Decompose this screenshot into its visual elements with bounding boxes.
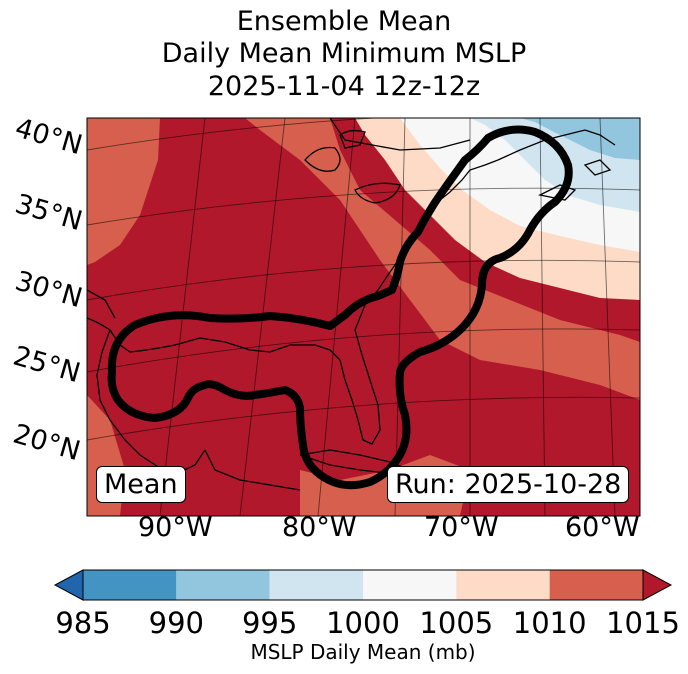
pressure-field-1010 (87, 118, 160, 265)
map-border (86, 117, 641, 517)
lon-label-70w: 70°W (424, 512, 499, 543)
colorbar-tick-label: 1015 (606, 606, 680, 640)
colorbar-tick-label: 995 (241, 606, 298, 640)
colorbar-tick-label: 1005 (419, 606, 494, 640)
colorbar-swatch (456, 570, 550, 600)
colorbar-tick-label: 1010 (512, 606, 587, 640)
colorbar-swatch (363, 570, 457, 600)
colorbar-frame (82, 569, 644, 601)
title-line-3: 2025-11-04 12z-12z (207, 71, 481, 102)
run-date-annotation: Run: 2025-10-28 (387, 466, 630, 503)
colorbar-extend-low (53, 569, 84, 601)
graticule (87, 118, 640, 516)
contour-line (107, 125, 573, 490)
colorbar-swatch (83, 570, 177, 600)
colorbar-label: MSLP Daily Mean (mb) (250, 640, 476, 664)
colorbar-swatch (176, 570, 270, 600)
lon-label-80w: 80°W (282, 512, 357, 543)
colorbar (53, 569, 673, 601)
pressure-field-990 (520, 118, 640, 160)
title-line-1: Ensemble Mean (236, 6, 452, 37)
colorbar-swatch (549, 570, 643, 600)
mean-annotation: Mean (96, 466, 186, 503)
lon-label-90w: 90°W (138, 512, 213, 543)
colorbar-swatch (269, 570, 363, 600)
lon-label-60w: 60°W (565, 512, 640, 543)
colorbar-extend-high (642, 569, 673, 601)
colorbar-tick-label: 990 (148, 606, 205, 640)
colorbar-tick-label: 1000 (326, 606, 400, 640)
pressure-field-1010 (245, 118, 640, 400)
title-line-2: Daily Mean Minimum MSLP (161, 38, 527, 69)
colorbar-tick-label: 985 (55, 606, 111, 640)
